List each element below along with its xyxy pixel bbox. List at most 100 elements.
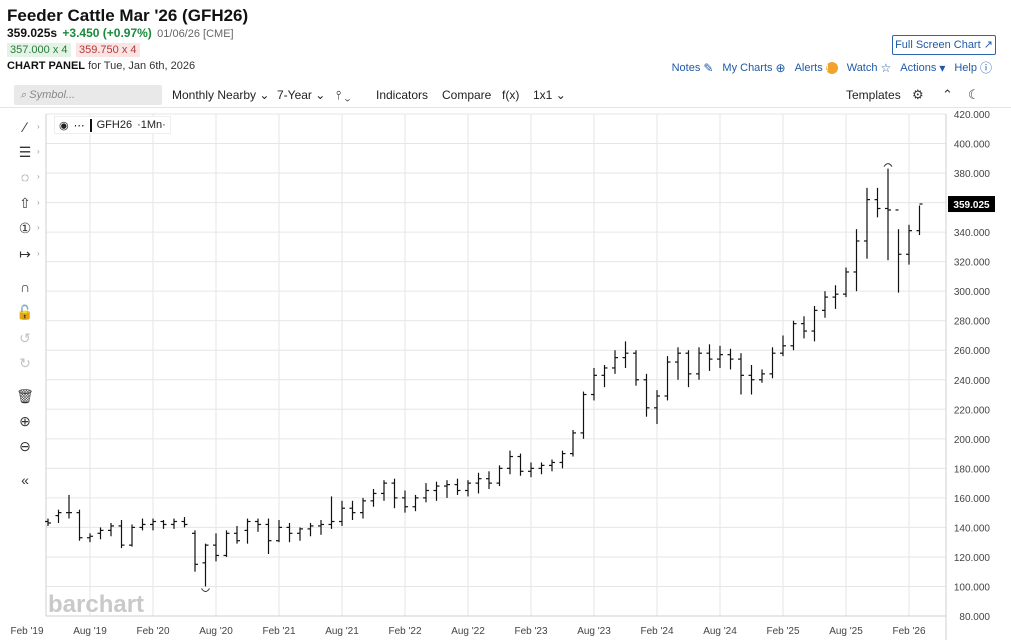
range-dropdown[interactable]: 7-Year ⌄ <box>277 88 325 102</box>
price-change: +3.450 (+0.97%) <box>62 26 152 40</box>
help-icon: ⓘ <box>979 61 992 75</box>
help-label: Help <box>954 61 977 74</box>
y-tick-label: 420.000 <box>954 110 991 121</box>
collapse-sidebar-icon[interactable]: « <box>21 472 29 488</box>
y-tick-label: 260.000 <box>954 346 991 357</box>
help-link[interactable]: Help ⓘ <box>954 59 992 76</box>
unlock-icon[interactable]: 🔓 <box>16 304 34 320</box>
undo-icon[interactable]: ↺ <box>19 330 31 346</box>
measure-tool-icon[interactable]: ↦ <box>19 246 31 262</box>
chart-legend: ◉ ⋯ GFH26 ·1Mn· <box>54 116 171 134</box>
alert-badge-icon: ! <box>825 61 838 74</box>
redo-icon[interactable]: ↻ <box>19 355 31 371</box>
x-tick-label: Aug '22 <box>451 626 485 637</box>
y-tick-label: 180.000 <box>954 464 991 475</box>
trendline-tool-icon[interactable]: ∕ <box>23 119 27 135</box>
indicators-button[interactable]: Indicators <box>376 88 429 102</box>
eye-icon[interactable]: ◉ <box>59 119 69 132</box>
y-tick-label: 240.000 <box>954 376 991 387</box>
expand-icon: ↗ <box>983 39 993 51</box>
alerts-link[interactable]: Alerts! <box>794 61 838 74</box>
high-marker <box>883 163 893 167</box>
full-screen-chart-button[interactable]: Full Screen Chart ↗ <box>892 35 996 55</box>
x-tick-label: Feb '22 <box>388 626 421 637</box>
x-tick-label: Aug '25 <box>829 626 863 637</box>
period-label: Monthly Nearby <box>172 88 257 102</box>
chart-panel-title: CHART PANEL <box>7 60 86 72</box>
arrow-tool-icon[interactable]: ⇧ <box>19 195 31 211</box>
y-tick-label: 220.000 <box>954 405 991 416</box>
y-tick-label: 400.000 <box>954 140 991 151</box>
x-tick-label: Aug '24 <box>703 626 737 637</box>
x-tick-label: Feb '21 <box>262 626 295 637</box>
trash-icon[interactable]: 🗑 <box>16 388 34 404</box>
series-color-swatch <box>89 118 92 132</box>
x-tick-label: Aug '21 <box>325 626 359 637</box>
alerts-label: Alerts <box>794 61 823 74</box>
expand-arrow-icon: › <box>37 172 40 181</box>
y-tick-label: 300.000 <box>954 287 991 298</box>
more-icon[interactable]: ⋯ <box>73 119 85 132</box>
my-charts-link[interactable]: My Charts ⊕ <box>722 61 785 75</box>
y-tick-label: 380.000 <box>954 169 991 180</box>
chart-panel-date: for Tue, Jan 6th, 2026 <box>88 60 196 72</box>
price-chart[interactable]: 80.000 100.000 120.000 140.000 160.000 180.00… <box>0 108 1011 640</box>
symbol-search-input[interactable]: ⌕ Symbol... <box>14 85 162 105</box>
magnet-icon[interactable]: ∩ <box>19 279 31 295</box>
numbered-marker-icon[interactable]: ① <box>18 220 32 236</box>
layout-label: 1x1 <box>533 88 553 102</box>
chevron-down-icon: ⌄ <box>259 88 270 102</box>
range-label: 7-Year <box>277 88 312 102</box>
legend-interval: ·1Mn· <box>137 119 166 131</box>
legend-symbol: GFH26 <box>96 119 133 131</box>
y-tick-label: 140.000 <box>954 523 991 534</box>
notes-link[interactable]: Notes ✎ <box>672 61 714 75</box>
watch-link[interactable]: Watch ☆ <box>847 61 892 75</box>
expand-arrow-icon: › <box>37 122 40 131</box>
fibonacci-tool-icon[interactable]: ☰ <box>18 144 32 160</box>
period-dropdown[interactable]: Monthly Nearby ⌄ <box>172 88 269 102</box>
y-tick-label: 80.000 <box>959 612 990 623</box>
compare-button[interactable]: Compare <box>442 88 492 102</box>
y-tick-label: 200.000 <box>954 435 991 446</box>
edit-icon: ✎ <box>703 60 714 75</box>
x-tick-label: Feb '23 <box>514 626 547 637</box>
collapse-icon[interactable]: ⌃ <box>942 87 953 102</box>
x-tick-label: Feb '20 <box>136 626 169 637</box>
y-tick-label: 320.000 <box>954 258 991 269</box>
y-tick-label: 160.000 <box>954 494 991 505</box>
last-price-label: 359.025 <box>953 200 990 211</box>
expand-arrow-icon: › <box>37 249 40 258</box>
caret-down-icon: ▾ <box>939 60 946 75</box>
ask-quote: 359.750 x 4 <box>76 43 140 57</box>
zoom-in-icon[interactable]: ⊕ <box>19 413 31 429</box>
zoom-out-icon[interactable]: ⊖ <box>19 438 31 454</box>
bid-quote: 357.000 x 4 <box>7 43 71 57</box>
expand-arrow-icon: › <box>37 223 40 232</box>
expand-arrow-icon: › <box>37 147 40 156</box>
actions-menu[interactable]: Actions ▾ <box>900 61 945 75</box>
chart-actions-nav: Notes ✎ My Charts ⊕ Alerts! Watch ☆ Actions… <box>672 59 992 76</box>
function-button[interactable]: f(x) <box>502 88 520 102</box>
watch-label: Watch <box>846 61 878 74</box>
x-tick-label: Feb '19 <box>10 626 43 637</box>
actions-label: Actions <box>900 61 937 74</box>
chevron-down-icon: ⌄ <box>315 88 326 102</box>
shape-tool-icon[interactable]: ◌ <box>20 169 30 185</box>
price-line: 359.025s +3.450 (+0.97%) 01/06/26 [CME] <box>7 26 234 40</box>
layout-dropdown[interactable]: 1x1 ⌄ <box>533 88 566 102</box>
y-tick-label: 340.000 <box>954 228 991 239</box>
bar-type-dropdown[interactable]: ⫯ ⌄ <box>336 88 350 103</box>
templates-button[interactable]: Templates <box>846 88 901 102</box>
settings-gear-icon[interactable]: ⚙ <box>912 87 924 102</box>
chart-toolbar: ⌕ Symbol... Monthly Nearby ⌄ 7-Year ⌄ ⫯ … <box>0 82 1011 108</box>
x-tick-label: Feb '25 <box>766 626 799 637</box>
chart-panel-label: CHART PANEL for Tue, Jan 6th, 2026 <box>7 60 195 72</box>
dark-mode-icon[interactable]: ☾ <box>968 87 980 102</box>
notes-label: Notes <box>671 61 701 74</box>
search-icon: ⌕ <box>20 89 27 101</box>
chevron-down-icon: ⌄ <box>555 88 566 102</box>
last-price-box <box>948 196 995 213</box>
chevron-down-icon: ⌄ <box>344 88 351 102</box>
expand-arrow-icon: › <box>37 198 40 207</box>
